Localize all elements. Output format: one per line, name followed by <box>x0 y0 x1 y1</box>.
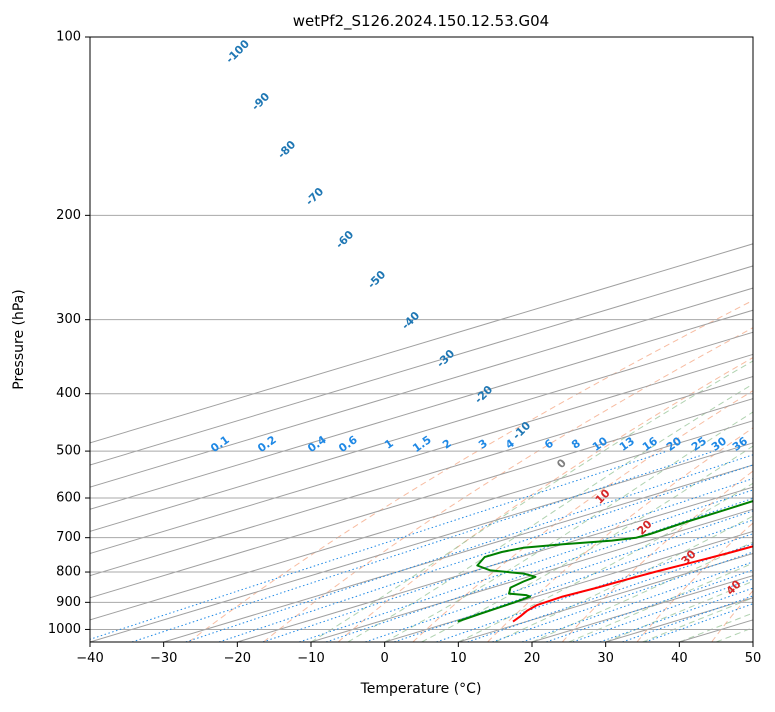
y-tick-label: 600 <box>56 491 81 506</box>
dry-adiabat-label: -40 <box>399 309 422 332</box>
dry-adiabat-label: -50 <box>365 268 388 291</box>
dry-adiabat-label: -60 <box>333 228 356 251</box>
x-tick-label: 40 <box>671 651 688 666</box>
dewpoint-line <box>458 40 775 622</box>
x-tick-label: −30 <box>150 651 177 666</box>
isotherm-line <box>0 37 775 642</box>
mixing-ratio-line <box>219 451 775 642</box>
mixing-ratio-label: 2 <box>440 437 454 452</box>
y-tick-label: 100 <box>56 30 81 45</box>
isotherm-line <box>385 37 775 642</box>
isotherm-line <box>0 37 775 642</box>
mixing-ratio-line <box>365 451 775 642</box>
x-tick-label: 20 <box>524 651 541 666</box>
x-tick-label: 0 <box>381 651 389 666</box>
y-tick-label: 500 <box>56 444 81 459</box>
x-tick-label: 30 <box>597 651 614 666</box>
mixing-ratio-line <box>186 451 764 642</box>
dry-adiabat-label: -80 <box>275 138 298 161</box>
y-tick-label: 200 <box>56 208 81 223</box>
dry-adiabat-line <box>338 37 775 642</box>
isotherm-line <box>16 37 775 642</box>
dry-adiabat-label: -70 <box>303 185 326 208</box>
y-tick-label: 300 <box>56 312 81 327</box>
mixing-ratio-line <box>468 451 775 642</box>
mixing-ratio-label: 3 <box>476 437 490 452</box>
dry-adiabat-label: -90 <box>249 90 272 113</box>
dry-adiabat-label: 0 <box>554 456 569 471</box>
y-tick-label: 400 <box>56 386 81 401</box>
x-tick-label: 10 <box>450 651 467 666</box>
y-tick-label: 900 <box>56 595 81 610</box>
dry-adiabat-label: -30 <box>434 347 457 370</box>
isotherm-line <box>0 37 775 642</box>
mixing-ratio-label: 1 <box>382 437 396 452</box>
x-axis-title: Temperature (°C) <box>360 681 482 697</box>
moist-adiabat-label: 40 <box>724 577 744 597</box>
isotherm-line <box>164 37 775 642</box>
dry-adiabat-label: -100 <box>223 37 252 66</box>
mixing-ratio-line <box>82 451 667 642</box>
isotherm-line <box>753 37 775 642</box>
isotherm-line <box>0 37 775 642</box>
y-tick-label: 1000 <box>48 622 81 637</box>
profile-lines <box>458 40 775 622</box>
dry-adiabat-line <box>264 37 775 642</box>
mixing-ratio-label: 0.4 <box>305 433 329 455</box>
isotherm-line <box>679 37 775 642</box>
mixing-ratio-label: 6 <box>542 436 556 451</box>
isotherm-line <box>0 37 775 642</box>
mixing-ratio-line <box>522 451 775 642</box>
y-tick-label: 700 <box>56 530 81 545</box>
moist-adiabat-line <box>348 215 775 642</box>
x-tick-label: 50 <box>745 651 762 666</box>
isotherm-line <box>0 37 775 642</box>
mixing-ratio-line <box>263 451 775 642</box>
y-tick-label: 800 <box>56 565 81 580</box>
isotherm-line <box>0 37 775 642</box>
isotherm-line <box>311 37 775 642</box>
dry-adiabat-line <box>637 37 775 642</box>
isotherm-line <box>0 37 775 642</box>
isotherm-line <box>90 37 775 642</box>
mixing-ratio-line <box>645 451 775 642</box>
mixing-ratio-line <box>326 451 775 642</box>
x-tick-label: −10 <box>297 651 324 666</box>
chart-title: wetPf2_S126.2024.150.12.53.G04 <box>293 12 549 31</box>
dry-adiabat-line <box>562 37 775 642</box>
x-tick-label: −20 <box>224 651 251 666</box>
dry-adiabat-line <box>712 37 775 642</box>
background-lines <box>0 37 775 642</box>
x-tick-label: −40 <box>76 651 103 666</box>
dry-adiabat-label: -20 <box>472 383 495 406</box>
plot-frame <box>90 37 753 642</box>
y-axis-title: Pressure (hPa) <box>11 289 27 389</box>
mixing-ratio-label: 8 <box>569 437 583 452</box>
dry-adiabat-label: -10 <box>510 419 533 442</box>
mixing-ratio-label: 0.1 <box>208 433 231 455</box>
